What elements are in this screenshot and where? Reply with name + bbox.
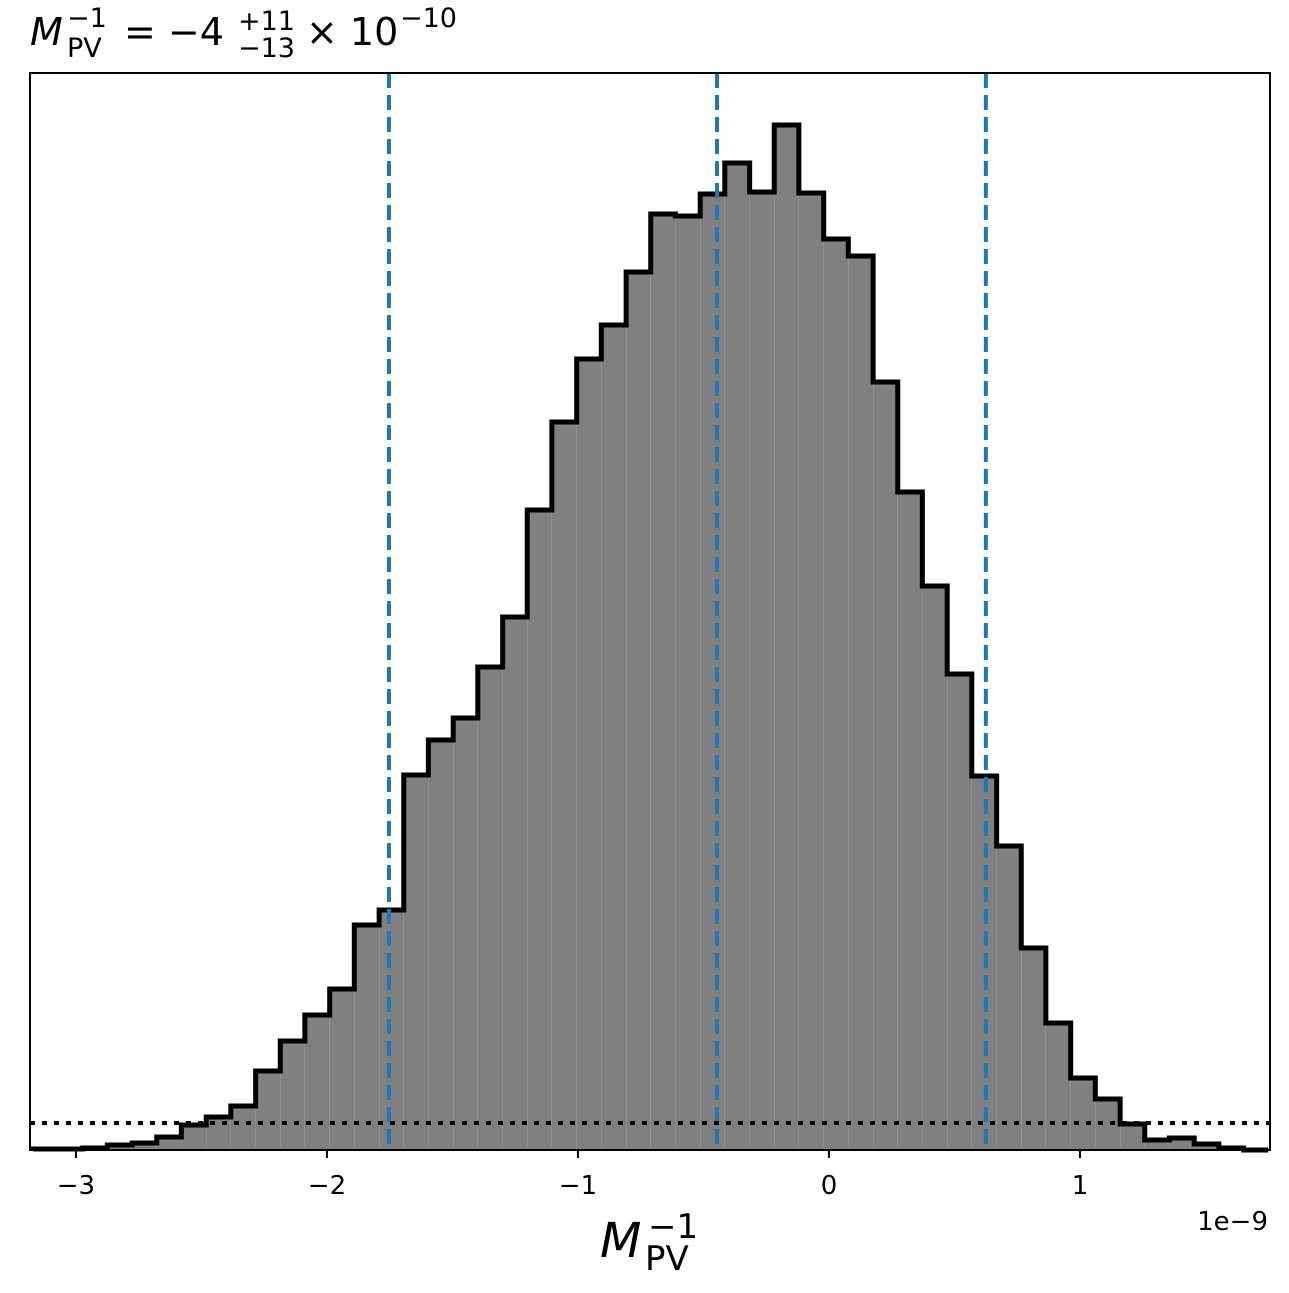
bar [1120,1124,1145,1150]
x-tick-label: −1 [559,1171,597,1201]
bar [650,214,676,1150]
bar [304,1015,330,1150]
chart-title: M −1 PV = −4 +11 −13 × 10 −10 [30,3,457,64]
plot-frame [29,72,1271,1151]
bar [848,256,874,1150]
bar [255,1071,281,1150]
bar [601,325,627,1150]
bar [897,492,923,1150]
title-part: × 10 [306,10,398,54]
bar [700,194,725,1150]
x-axis-label: M −1 PV [600,1207,698,1279]
xlabel-part: M [600,1213,641,1269]
x-tick-label: 1 [1072,1171,1089,1201]
bar [329,989,355,1150]
bar [1021,948,1046,1150]
bar [1144,1140,1170,1150]
xlabel-part: PV [645,1239,689,1279]
bar [947,674,972,1150]
title-part: M [30,10,63,54]
title-part: = −4 [124,10,224,54]
bar [527,510,552,1150]
bar [280,1041,305,1150]
bar [1194,1144,1219,1150]
bar [922,586,948,1150]
bar [453,718,478,1150]
title-part: PV [67,33,102,64]
bar [823,239,849,1150]
bar [1070,1078,1096,1150]
bar [354,925,380,1150]
bar [428,740,454,1150]
bar [551,422,577,1150]
x-offset-label: 1e−9 [1197,1207,1268,1237]
hist-outline [30,122,1269,1153]
bar [724,163,750,1150]
bar [1045,1023,1071,1150]
title-part: −10 [400,3,457,34]
bar [403,775,429,1150]
x-tick-label: −2 [308,1171,346,1201]
x-tick-label: 0 [821,1171,838,1201]
title-part: −13 [238,33,295,64]
bar [230,1106,256,1150]
bar [749,192,775,1150]
bar [477,667,503,1150]
bar [206,1117,231,1150]
title-part: −1 [67,3,107,34]
bar [774,125,799,1150]
bar [996,846,1022,1150]
bar [156,1137,182,1150]
bar [132,1143,157,1150]
bar [626,272,651,1150]
bar [379,910,404,1150]
bar [873,382,898,1150]
x-tick-label: −3 [57,1171,95,1201]
xlabel-part: −1 [648,1207,698,1247]
title-part: +11 [238,6,295,37]
bar [1169,1138,1195,1150]
bar [798,193,824,1150]
bar [576,359,602,1150]
bar [181,1125,207,1150]
bar [675,216,701,1150]
bar [502,617,528,1150]
